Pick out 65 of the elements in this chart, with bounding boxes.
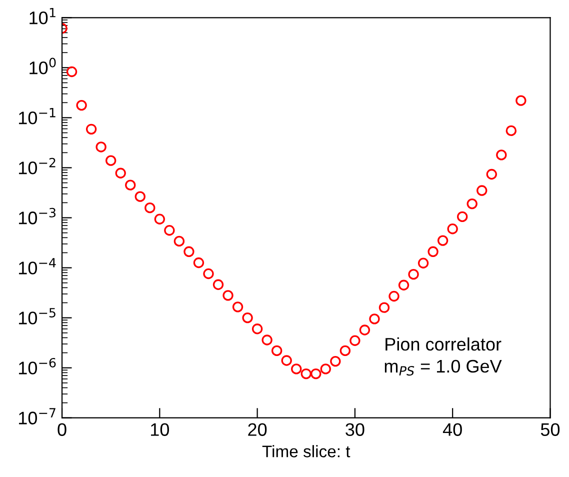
point	[350, 335, 360, 346]
y-tick-label: 10$^{−6}$	[18, 358, 56, 374]
x-tick-label: 20	[248, 423, 267, 436]
point	[340, 345, 351, 356]
point	[300, 368, 312, 380]
point	[86, 124, 97, 135]
point	[134, 191, 146, 202]
point	[388, 290, 400, 302]
point	[330, 356, 341, 367]
point	[212, 279, 224, 290]
point	[506, 125, 517, 136]
point	[398, 280, 410, 290]
point	[125, 180, 136, 190]
point	[115, 168, 126, 178]
point	[486, 168, 497, 180]
y-tick-label: 10$^{1}$	[30, 8, 56, 24]
x-tick-label: 50	[540, 423, 560, 436]
point	[66, 66, 78, 78]
point	[428, 246, 438, 258]
point	[359, 324, 370, 336]
annotation: Pion correlator	[386, 337, 502, 351]
point	[164, 225, 175, 236]
y-tick-label: 10$^{0}$	[30, 58, 56, 74]
point	[447, 224, 458, 234]
y-tick-label: 10$^{−3}$	[18, 208, 56, 224]
point	[252, 324, 263, 334]
point	[516, 95, 526, 106]
point	[193, 257, 204, 268]
y-tick-label: 10$^{−4}$	[18, 258, 56, 274]
y-tick-label: 10$^{−5}$	[18, 308, 56, 324]
point	[184, 246, 194, 258]
point	[418, 258, 429, 268]
point	[291, 364, 302, 374]
x-tick-label: 40	[442, 423, 462, 436]
point	[76, 100, 87, 111]
y-tick-label: 10$^{−7}$	[18, 408, 56, 424]
point	[369, 314, 380, 324]
x-tick-label: 0	[58, 423, 66, 436]
point	[203, 268, 214, 280]
point	[310, 368, 322, 380]
y-tick-label: 10$^{−2}$	[18, 158, 56, 174]
point	[408, 268, 419, 280]
point	[232, 302, 244, 312]
y-tick-label: 10$^{−1}$	[18, 108, 56, 124]
x-axis-title: Time slice: t	[262, 445, 350, 458]
point	[320, 364, 331, 374]
point	[105, 155, 116, 166]
point	[271, 345, 282, 356]
point	[96, 142, 106, 152]
point	[437, 235, 448, 246]
point	[144, 202, 156, 214]
point	[378, 302, 390, 313]
point	[154, 214, 166, 224]
point	[476, 185, 488, 196]
point	[242, 312, 253, 324]
point	[466, 198, 478, 210]
point	[496, 150, 507, 160]
annotation: m$_{PS}$ = 1.0 GeV	[384, 360, 502, 376]
point	[457, 211, 468, 222]
x-tick-label: 10	[151, 423, 169, 436]
x-tick-label: 30	[346, 423, 364, 436]
point	[281, 355, 292, 366]
point	[174, 236, 185, 247]
point	[262, 334, 272, 346]
point	[222, 290, 234, 301]
